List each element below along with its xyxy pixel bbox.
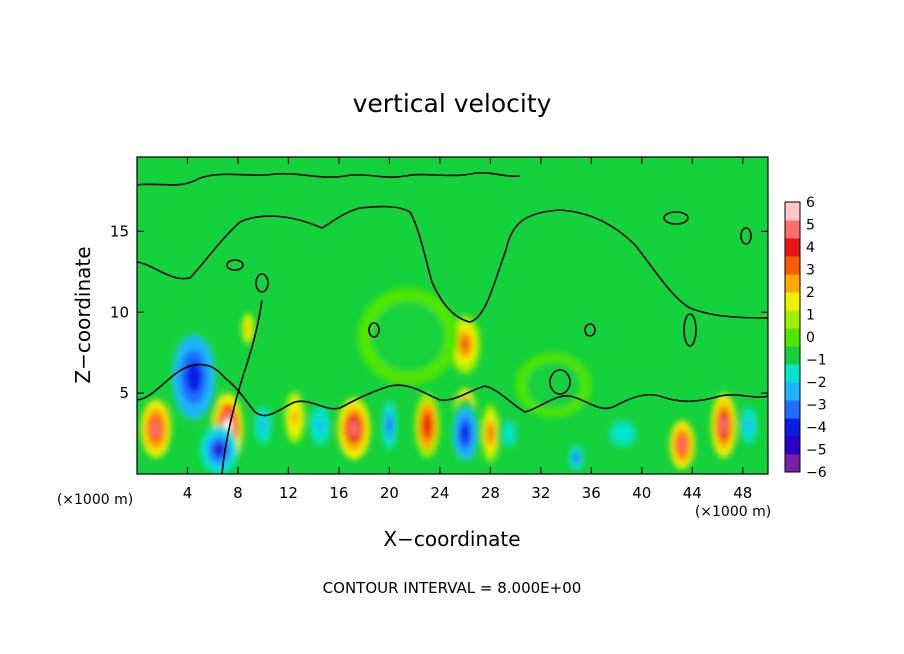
chart-title: vertical velocity [353,89,552,118]
colorbar-label-8: −2 [806,375,827,391]
y-tick-label-15: 15 [110,222,129,240]
colorbar-swatch-2 [785,418,800,437]
colorbar-swatch-0 [785,454,800,473]
x-axis-label: X−coordinate [383,527,520,551]
colorbar-label-2: 4 [806,240,815,256]
colorbar-label-1: 5 [806,218,815,234]
velocity-cell-22-3 [542,375,565,395]
colorbar-label-3: 3 [806,263,815,279]
colorbar-label-0: 6 [806,195,815,211]
y-tick-label-5: 5 [119,384,129,402]
y-axis-label: Z−coordinate [71,246,95,383]
contour-ring-a [255,273,269,293]
velocity-cell-15-3 [505,426,513,441]
colorbar-label-7: −1 [806,353,827,369]
velocity-cell-19-3 [720,416,728,435]
zero-contour-topband [137,172,521,186]
x-tick-label-36: 36 [582,484,601,502]
colorbar-swatch-11 [785,256,800,275]
velocity-cell-17-3 [615,426,630,441]
x-tick-label-12: 12 [279,484,298,502]
contour-ring-b [368,322,380,338]
velocity-cell-2-3 [186,361,202,393]
x-tick-label-20: 20 [380,484,399,502]
x-tick-label-48: 48 [733,484,752,502]
colorbar-label-12: −6 [806,465,827,481]
colorbar-swatch-6 [785,346,800,365]
velocity-cell-0-3 [151,420,161,437]
velocity-cell-3-3 [213,442,225,457]
colorbar: 6 5 4 3 2 1 0 −1 −2 −3 −4 −5 −6 [784,195,827,481]
contour-ring-h [226,259,244,271]
x-axis: 4 8 12 16 20 24 28 32 36 40 44 48 [183,157,752,502]
contour-ring-f [683,313,697,347]
velocity-cell-7-3 [316,418,324,433]
x-tick-label-4: 4 [183,484,193,502]
x-unit-label-right: (×1000 m) [695,504,771,520]
colorbar-swatch-1 [785,436,800,455]
colorbar-swatch-13 [785,220,800,239]
velocity-cell-5-3 [260,418,267,433]
colorbar-frame [784,201,801,473]
velocity-cell-20-3 [746,418,752,433]
velocity-cell-16-3 [573,453,579,463]
contour-interval-note: CONTOUR INTERVAL = 8.000E+00 [323,579,582,597]
colorbar-label-10: −4 [806,420,827,436]
velocity-cell-21-3 [394,322,423,351]
contour-ring-c [584,323,596,337]
colorbar-label-5: 1 [806,308,815,324]
colorbar-swatch-14 [785,202,800,221]
x-tick-label-8: 8 [233,484,243,502]
y-tick-label-10: 10 [110,303,129,321]
x-tick-label-24: 24 [430,484,449,502]
plot-frame [136,156,769,475]
x-tick-label-28: 28 [481,484,500,502]
velocity-cell-18-3 [678,438,686,452]
x-tick-label-32: 32 [531,484,550,502]
colorbar-swatch-8 [785,310,800,329]
velocity-cell-6-3 [291,410,298,425]
colorbar-swatch-5 [785,364,800,383]
velocity-cell-13-3 [460,336,470,353]
velocity-cell-8-3 [349,420,359,438]
colorbar-label-6: 0 [806,330,815,346]
colorbar-swatch-3 [785,400,800,419]
colorbar-label-9: −3 [806,398,827,414]
colorbar-swatch-7 [785,328,800,347]
zero-contour-upper [137,205,768,323]
x-unit-label-left: (×1000 m) [57,492,133,508]
colorbar-swatch-4 [785,382,800,401]
x-tick-label-40: 40 [632,484,651,502]
contour-ring-g [549,369,571,395]
velocity-cell-12-3 [460,423,470,444]
zero-contours [137,172,768,474]
velocity-cell-14-3 [487,425,493,442]
colorbar-swatch-10 [785,274,800,293]
x-tick-label-16: 16 [329,484,348,502]
zero-contour-updraft [221,299,263,474]
y-axis: 5 10 15 [110,222,768,402]
colorbar-label-4: 2 [806,285,815,301]
x-tick-label-44: 44 [683,484,702,502]
velocity-cell-4-3 [246,323,250,333]
colorbar-swatch-12 [785,238,800,257]
contour-ring-e [740,227,752,245]
colorbar-swatch-9 [785,292,800,311]
colorbar-label-11: −5 [806,443,827,459]
contour-ring-d [663,211,689,225]
velocity-cell-10-3 [423,416,431,435]
zero-contour-lower [137,363,768,417]
velocity-shading [140,288,760,474]
velocity-cell-9-3 [386,416,392,435]
velocity-field [140,288,760,474]
